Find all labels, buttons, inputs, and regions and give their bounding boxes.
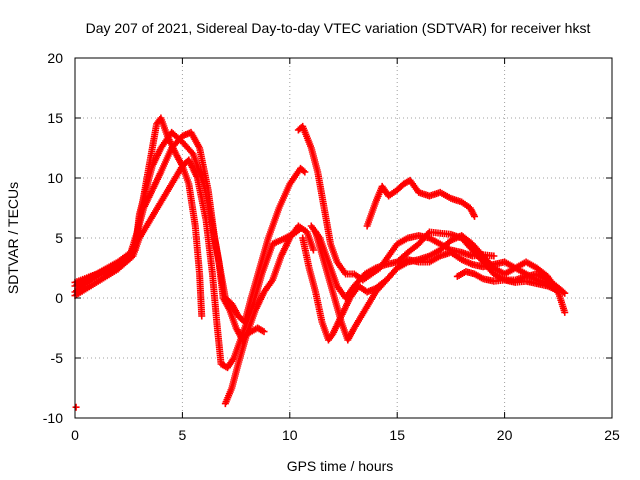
- series-track-i: [299, 234, 562, 344]
- x-tick-label: 0: [71, 427, 79, 443]
- y-tick-label: 5: [55, 230, 63, 246]
- data-point: [72, 403, 80, 411]
- data-point: [424, 230, 432, 237]
- series-track-c: [71, 128, 309, 326]
- series-track-k: [453, 268, 562, 295]
- y-tick-label: 20: [47, 50, 63, 66]
- data-point: [561, 308, 569, 316]
- x-axis-label: GPS time / hours: [287, 458, 394, 474]
- data-point: [471, 212, 479, 220]
- x-tick-label: 5: [179, 427, 187, 443]
- data-point: [299, 167, 307, 175]
- x-tick-label: 15: [389, 427, 405, 443]
- data-point: [561, 289, 569, 297]
- y-tick-label: 10: [47, 170, 63, 186]
- y-axis-label: SDTVAR / TECUs: [5, 182, 21, 294]
- y-tick-label: -10: [43, 410, 63, 426]
- series-isolated: [72, 403, 80, 411]
- series-track-j: [363, 176, 479, 230]
- data-point: [301, 168, 309, 176]
- x-tick-label: 10: [282, 427, 298, 443]
- series-track-e: [221, 222, 317, 408]
- grid-lines: [75, 58, 612, 418]
- data-point: [309, 246, 317, 254]
- axis-ticks: 0 5 10 15 20 25 -10 -5 0 5 10 15 20: [43, 50, 620, 443]
- data-points: [71, 114, 569, 411]
- x-tick-label: 25: [604, 427, 620, 443]
- data-point: [490, 252, 498, 260]
- x-tick-label: 20: [497, 427, 513, 443]
- y-tick-label: -5: [51, 350, 64, 366]
- data-point: [554, 287, 562, 295]
- data-point: [260, 328, 268, 336]
- y-tick-label: 0: [55, 290, 63, 306]
- data-point: [198, 312, 206, 320]
- series-track-d: [71, 156, 305, 372]
- chart-title: Day 207 of 2021, Sidereal Day-to-day VTE…: [86, 20, 591, 36]
- y-tick-label: 15: [47, 110, 63, 126]
